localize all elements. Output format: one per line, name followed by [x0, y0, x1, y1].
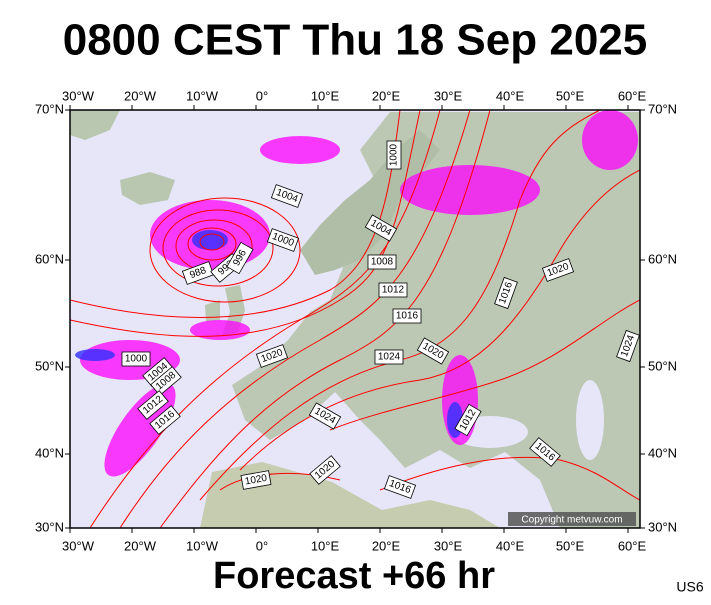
lon-label-top: 20°E: [372, 88, 401, 103]
lon-label-bottom: 30°W: [62, 538, 95, 553]
isobar-label: 1016: [383, 475, 417, 499]
isobar-label: 1004: [270, 184, 304, 208]
isobar-label-box: [494, 276, 518, 310]
isobar-label-box: [137, 390, 169, 420]
scandinavia: [300, 130, 440, 275]
copyright: Copyright metvuw.com: [521, 515, 622, 526]
isobar-label-box: [270, 184, 304, 208]
lon-label-bottom: 30°E: [434, 538, 463, 553]
isobar-label: 1016: [392, 308, 422, 324]
lon-label-top: 0°: [256, 88, 268, 103]
lon-label-bottom: 20°W: [124, 538, 157, 553]
ireland: [205, 300, 220, 322]
lat-label-right: 60°N: [648, 251, 677, 266]
isobar-label-box: [240, 470, 272, 490]
isobar-label-box: [150, 366, 182, 396]
lon-label-top: 10°E: [311, 88, 340, 103]
greenland: [70, 110, 120, 140]
model-code: US6: [676, 579, 703, 595]
isobar-label-box: [309, 455, 341, 485]
isobar-label-box: [149, 405, 181, 435]
lat-label-right: 70°N: [648, 101, 677, 116]
lon-label-top: 40°E: [496, 88, 525, 103]
lon-label-top: 10°W: [186, 88, 219, 103]
lon-label-bottom: 50°E: [556, 538, 585, 553]
isobar-label: 1000: [386, 140, 402, 170]
isobar-label-box: [392, 308, 422, 324]
africa: [200, 462, 500, 528]
lon-label-top: 30°E: [434, 88, 463, 103]
isobar-label: 1020: [240, 470, 272, 490]
isobar-label-box: [383, 475, 417, 499]
isobar-label-box: [181, 261, 215, 285]
isobar-label: 1000: [266, 228, 300, 252]
isobar-label-box: [266, 228, 300, 252]
isobar-label: 988: [181, 261, 215, 285]
isobar-label: 1000: [121, 351, 151, 367]
lon-label-bottom: 10°W: [186, 538, 219, 553]
isobar-label-box: [529, 437, 561, 467]
isobar-label: 1024: [616, 329, 640, 363]
caspian-sea: [576, 380, 604, 460]
lat-label-left: 70°N: [35, 101, 64, 116]
lon-label-bottom: 10°E: [311, 538, 340, 553]
isobar-label-text: 1000: [125, 354, 148, 365]
iceland: [120, 172, 175, 205]
isobar-label-box: [374, 349, 404, 365]
isobar-label: 996: [226, 241, 254, 275]
isobar-label: 1020: [255, 344, 289, 368]
isobar-label-box: [308, 402, 342, 430]
isobar-label-box: [616, 329, 640, 363]
isobar-label-text: 1024: [378, 352, 401, 363]
eurasia: [232, 112, 640, 528]
lon-label-bottom: 0°: [256, 538, 268, 553]
lat-label-left: 30°N: [35, 519, 64, 534]
graticule-labels: 30°W 30°W 20°W 20°W 10°W 10°W 0° 0° 10°E 10°E 20°E…: [35, 88, 677, 553]
title: 0800 CEST Thu 18 Sep 2025: [63, 16, 648, 65]
lat-label-right: 50°N: [648, 358, 677, 373]
isobar-label-text: 1020: [244, 473, 268, 488]
isobar-label-text: 1016: [396, 311, 419, 322]
forecast-label: Forecast +66 hr: [213, 555, 495, 597]
lon-label-top: 60°E: [618, 88, 647, 103]
isobar-label-box: [121, 351, 151, 367]
lon-label-bottom: 40°E: [496, 538, 525, 553]
isobar-label: 1024: [374, 349, 404, 365]
isobar-label-box: [367, 254, 397, 270]
lon-label-top: 20°W: [124, 88, 157, 103]
copyright-box: [508, 512, 636, 526]
lat-label-right: 30°N: [648, 519, 677, 534]
isobar-label-box: [386, 140, 402, 170]
isobar-label-text: 1012: [382, 285, 405, 296]
isobar-label-box: [454, 403, 482, 437]
isobar-label-box: [378, 282, 408, 298]
isobar-label-box: [255, 344, 289, 368]
isobar-label-box: [226, 241, 254, 275]
lon-label-bottom: 20°E: [372, 538, 401, 553]
isobar-label: 1016: [494, 276, 518, 310]
lon-label-bottom: 60°E: [618, 538, 647, 553]
lat-label-left: 40°N: [35, 445, 64, 460]
isobar-label: 1020: [541, 258, 575, 282]
lat-label-right: 40°N: [648, 445, 677, 460]
map-frame: [69, 109, 641, 529]
lon-label-top: 50°E: [556, 88, 585, 103]
lat-label-left: 50°N: [35, 358, 64, 373]
isobar-label-box: [416, 337, 450, 365]
isobar-label: 1008: [367, 254, 397, 270]
lat-label-left: 60°N: [35, 251, 64, 266]
isobar-label-text: 1008: [371, 257, 394, 268]
isobar-label-box: [364, 214, 398, 242]
isobar-label: 1012: [378, 282, 408, 298]
isobar-label-box: [541, 258, 575, 282]
isobar-label-text: 1000: [389, 143, 400, 166]
lon-label-top: 30°W: [62, 88, 95, 103]
